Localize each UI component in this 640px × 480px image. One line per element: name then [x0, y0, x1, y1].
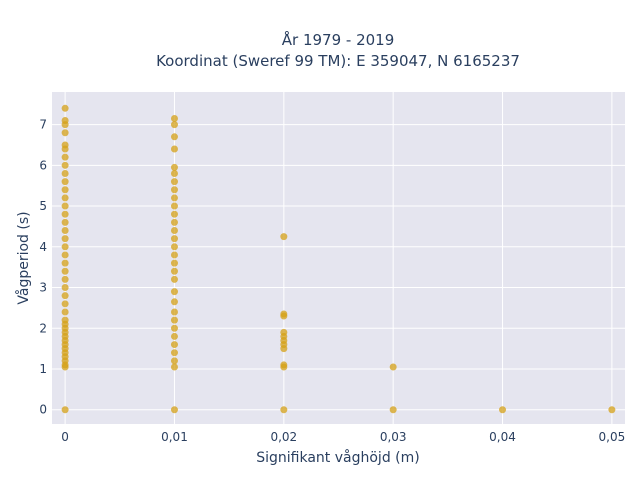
scatter-point: [61, 104, 69, 112]
scatter-point: [170, 121, 178, 129]
scatter-point: [280, 233, 288, 241]
scatter-point: [61, 300, 69, 308]
plot-background: [52, 92, 625, 424]
scatter-point: [170, 267, 178, 275]
scatter-point: [170, 178, 178, 186]
scatter-point: [61, 259, 69, 267]
x-tick-label: 0: [61, 430, 69, 444]
scatter-point: [170, 194, 178, 202]
x-tick-label: 0,02: [270, 430, 297, 444]
x-tick-labels: 0 0,01 0,02 0,03 0,04 0,05: [61, 430, 625, 444]
data-points: [61, 104, 616, 414]
scatter-point: [170, 169, 178, 177]
scatter-point: [170, 406, 178, 414]
scatter-point: [61, 210, 69, 218]
scatter-point: [61, 178, 69, 186]
grid-lines: [52, 92, 625, 424]
scatter-point: [61, 316, 69, 324]
chart-title-line-1: År 1979 - 2019: [282, 30, 395, 49]
scatter-point: [61, 284, 69, 292]
scatter-point: [61, 275, 69, 283]
scatter-point: [280, 361, 288, 369]
y-tick-label: 5: [39, 199, 47, 213]
scatter-point: [170, 145, 178, 153]
scatter-point: [280, 328, 288, 336]
scatter-point: [61, 202, 69, 210]
scatter-point: [61, 194, 69, 202]
scatter-point: [170, 341, 178, 349]
y-tick-label: 6: [39, 158, 47, 172]
scatter-point: [61, 129, 69, 137]
scatter-point: [61, 243, 69, 251]
y-tick-label: 0: [39, 403, 47, 417]
scatter-point: [61, 141, 69, 149]
scatter-point: [389, 363, 397, 371]
scatter-point: [170, 186, 178, 194]
scatter-point: [61, 292, 69, 300]
scatter-point: [170, 163, 178, 171]
x-tick-label: 0,03: [380, 430, 407, 444]
x-tick-label: 0,05: [599, 430, 626, 444]
scatter-point: [170, 235, 178, 243]
scatter-point: [170, 227, 178, 235]
scatter-point: [61, 169, 69, 177]
y-tick-label: 1: [39, 362, 47, 376]
scatter-point: [280, 310, 288, 318]
scatter-point: [608, 406, 616, 414]
scatter-point: [61, 235, 69, 243]
scatter-point: [170, 114, 178, 122]
scatter-point: [170, 349, 178, 357]
scatter-point: [170, 275, 178, 283]
scatter-point: [61, 251, 69, 259]
y-tick-label: 2: [39, 321, 47, 335]
y-tick-labels: 0 1 2 3 4 5 6 7: [39, 118, 47, 417]
scatter-point: [170, 210, 178, 218]
scatter-point: [170, 133, 178, 141]
scatter-point: [170, 324, 178, 332]
scatter-point: [170, 316, 178, 324]
scatter-point: [280, 406, 288, 414]
x-tick-label: 0,01: [161, 430, 188, 444]
x-axis-label: Signifikant våghöjd (m): [256, 449, 419, 466]
scatter-point: [170, 243, 178, 251]
scatter-point: [170, 251, 178, 259]
y-axis-label: Vågperiod (s): [15, 211, 32, 304]
scatter-point: [170, 202, 178, 210]
scatter-point: [389, 406, 397, 414]
scatter-point: [61, 406, 69, 414]
scatter-point: [170, 332, 178, 340]
scatter-point: [170, 363, 178, 371]
scatter-point: [61, 153, 69, 161]
scatter-point: [61, 308, 69, 316]
scatter-point: [170, 308, 178, 316]
scatter-point: [61, 267, 69, 275]
y-tick-label: 4: [39, 240, 47, 254]
y-tick-label: 7: [39, 118, 47, 132]
chart-title-line-2: Koordinat (Sweref 99 TM): E 359047, N 61…: [156, 52, 520, 70]
scatter-point: [61, 161, 69, 169]
scatter-point: [170, 298, 178, 306]
scatter-point: [170, 288, 178, 296]
scatter-point: [61, 227, 69, 235]
scatter-point: [170, 218, 178, 226]
scatter-point: [170, 357, 178, 365]
x-tick-label: 0,04: [489, 430, 516, 444]
scatter-point: [61, 117, 69, 125]
scatter-point: [61, 218, 69, 226]
scatter-point: [170, 259, 178, 267]
scatter-point: [61, 186, 69, 194]
y-tick-label: 3: [39, 281, 47, 295]
scatter-point: [499, 406, 507, 414]
